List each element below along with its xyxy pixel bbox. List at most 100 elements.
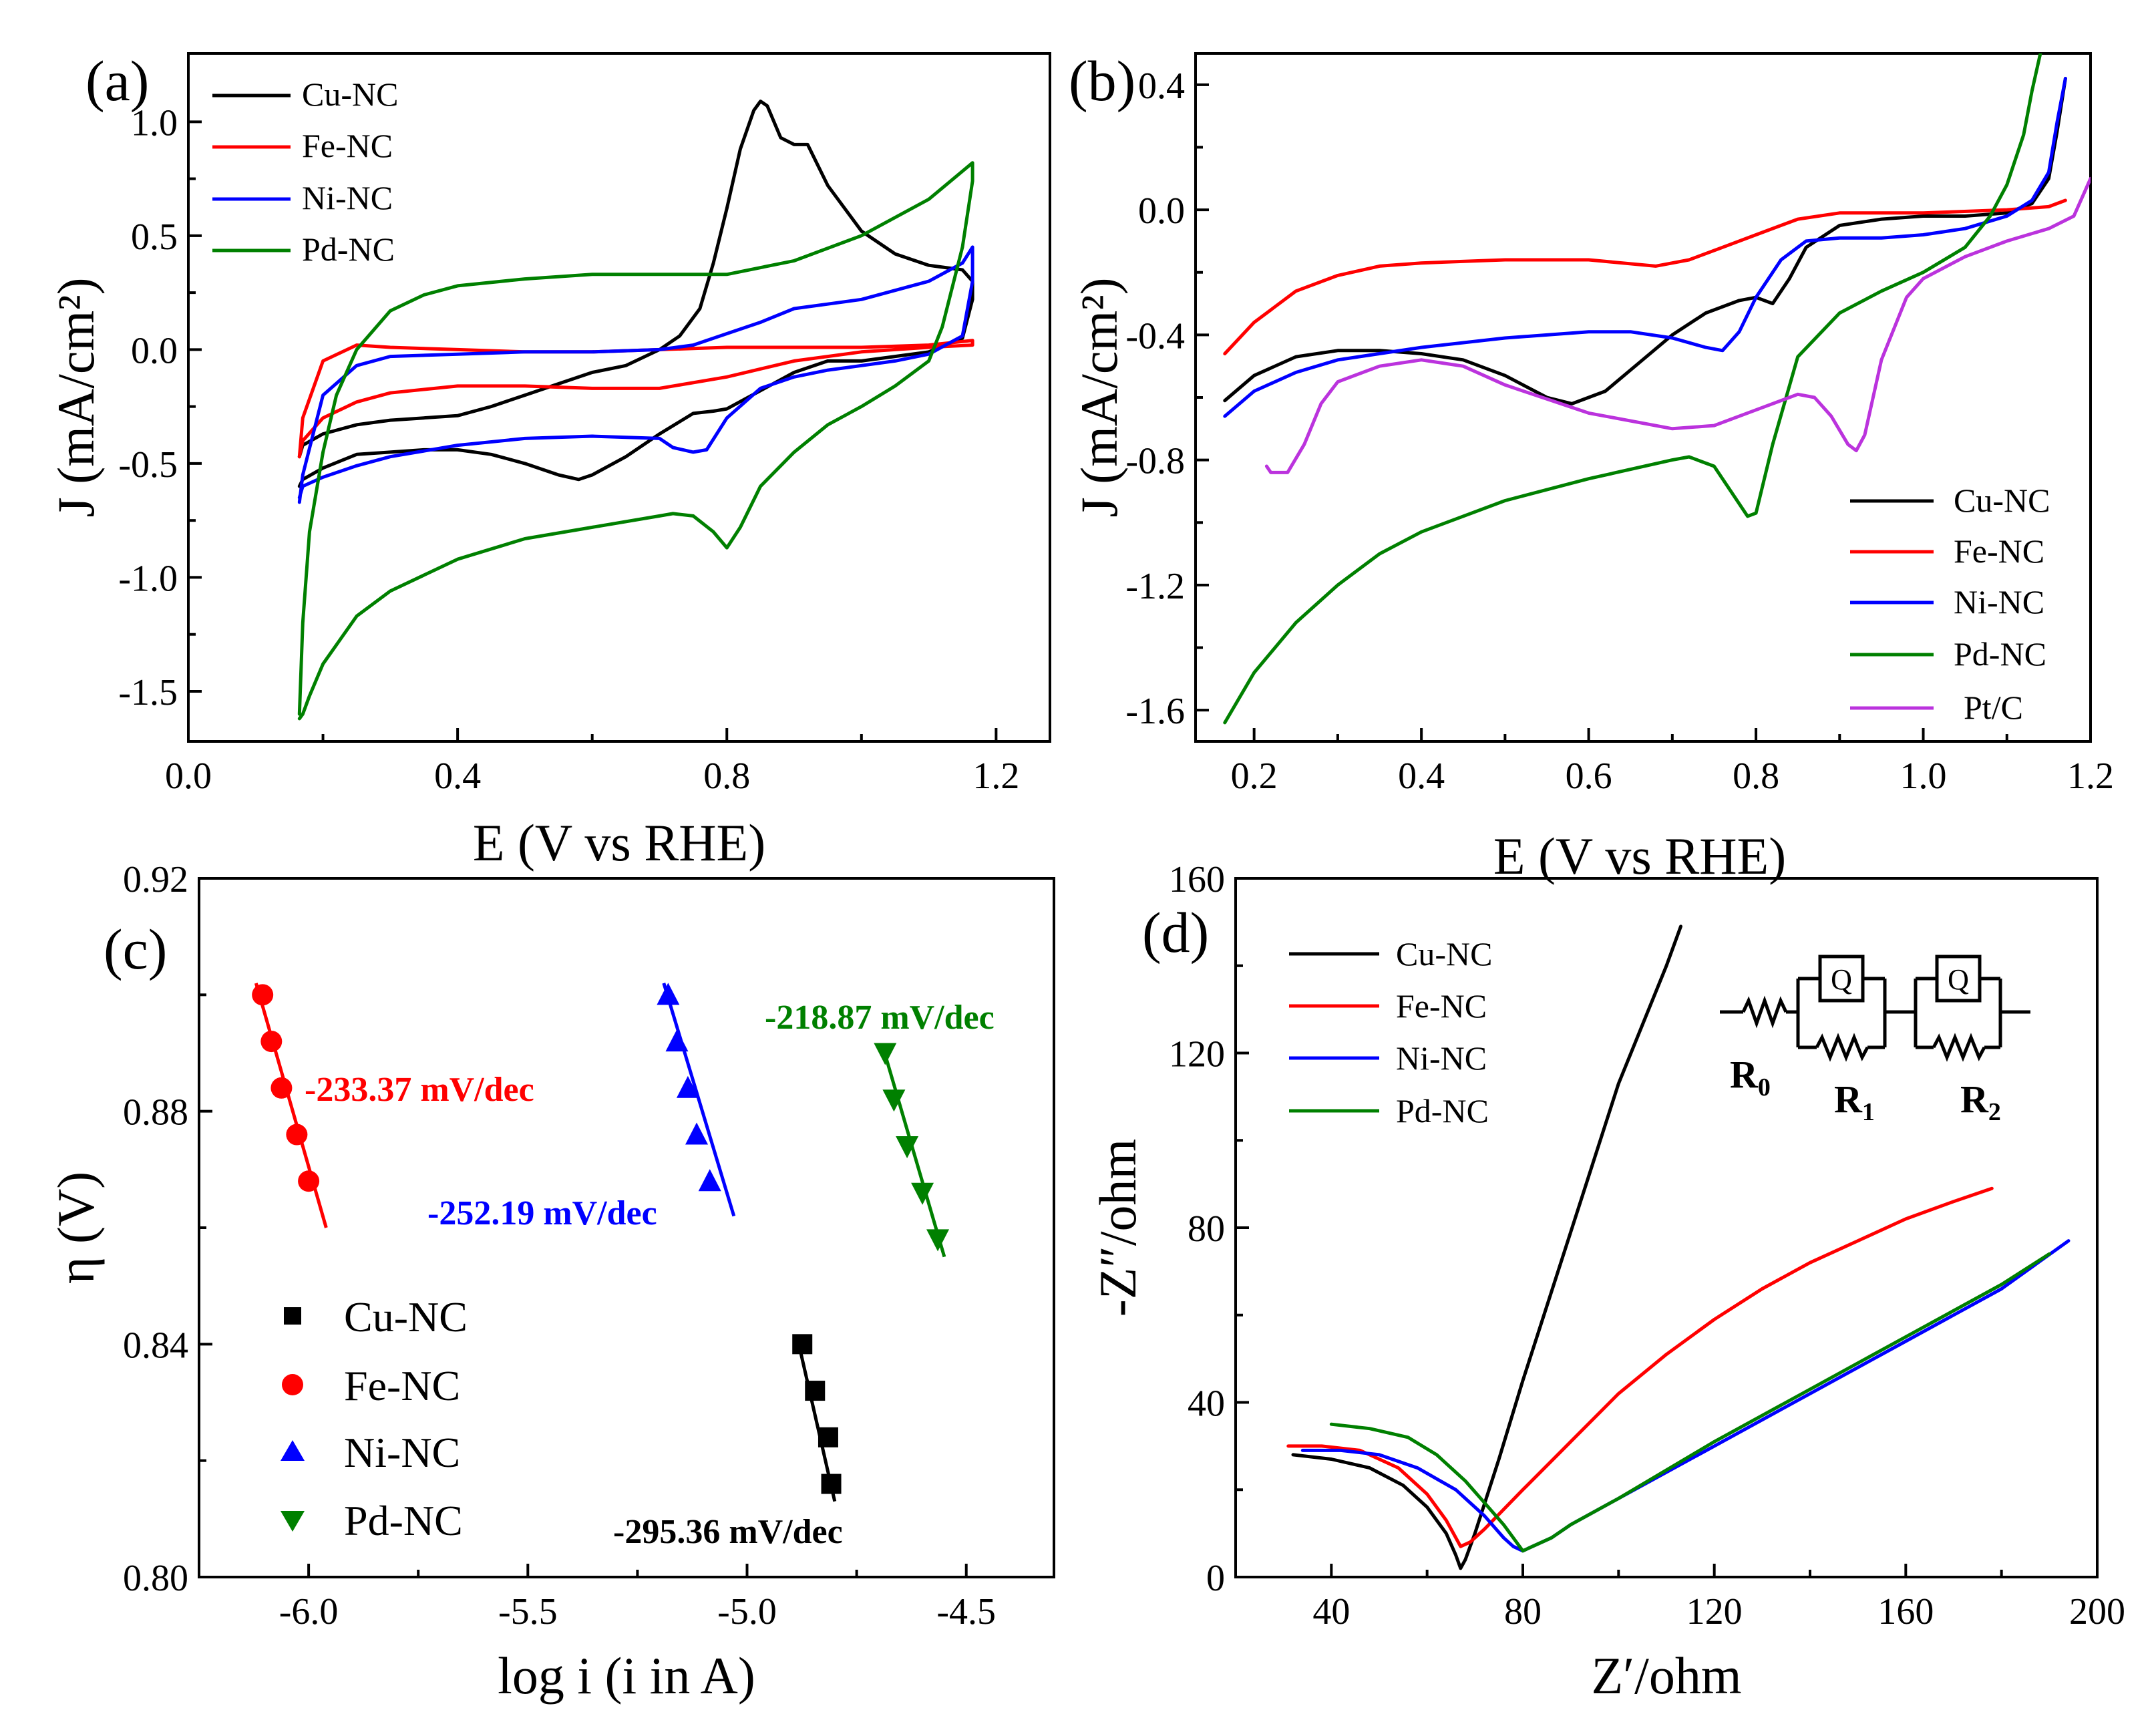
point-ni-nc — [685, 1122, 709, 1145]
panel-c-legend: Cu-NC Fe-NC Ni-NC Pd-NC — [281, 1293, 468, 1544]
resistor-r0 — [1741, 995, 1788, 1029]
point-ni-nc — [665, 1029, 689, 1052]
legend-b-ni: Ni-NC — [1954, 583, 2044, 621]
legend-c-pd: Pd-NC — [344, 1497, 463, 1544]
panel-d-legend: Cu-NC Fe-NC Ni-NC Pd-NC — [1289, 935, 1492, 1130]
point-pd-nc — [911, 1182, 934, 1205]
panel-d-ticks: 40 80 120 160 200 0 40 80 120 160 — [1169, 859, 2125, 1632]
annot-fe-slope: -233.37 mV/dec — [305, 1071, 534, 1109]
panel-b-series — [1223, 53, 2091, 725]
point-ni-nc — [698, 1169, 721, 1192]
annot-ni-slope: -252.19 mV/dec — [427, 1194, 657, 1232]
series-ni-nc — [1300, 1239, 2071, 1553]
panel-c-ytick-label: 0.92 — [123, 859, 188, 900]
series-pd-nc — [1223, 53, 2042, 725]
legend-a-cu: Cu-NC — [302, 75, 398, 113]
legend-b-fe: Fe-NC — [1954, 532, 2044, 570]
legend-a-ni: Ni-NC — [302, 179, 393, 216]
resistor-r1 — [1815, 1033, 1869, 1062]
legend-a-pd: Pd-NC — [302, 230, 395, 268]
panel-c-ylabel: η (V) — [47, 1172, 105, 1284]
panel-c-ytick-label: 0.88 — [123, 1092, 188, 1134]
panel-b-xtick-label: 0.8 — [1733, 755, 1779, 797]
panel-b-ytick-label: -1.6 — [1125, 691, 1185, 732]
point-pd-nc — [926, 1229, 950, 1252]
panel-d-xtick-label: 160 — [1877, 1591, 1934, 1632]
circuit-q2-label: Q — [1948, 963, 1969, 996]
panel-d-ytick-label: 40 — [1188, 1383, 1225, 1425]
point-ni-nc — [676, 1075, 699, 1098]
panel-d-ytick-label: 120 — [1169, 1034, 1225, 1075]
panel-a-ytick-label: 0.5 — [131, 216, 178, 258]
panel-c-xlabel: log i (i in A) — [498, 1647, 755, 1705]
panel-c-ytick-label: 0.84 — [123, 1325, 188, 1366]
panel-d-ytick-label: 0 — [1206, 1558, 1225, 1599]
legend-c-ni: Ni-NC — [344, 1429, 460, 1476]
panel-c-series — [252, 983, 950, 1502]
panel-d-xtick-label: 40 — [1312, 1591, 1350, 1632]
series-fe-nc — [1286, 1186, 1994, 1548]
panel-d: 40 80 120 160 200 0 40 80 120 160 (d) Z′/ohm -Z″/… — [1089, 859, 2125, 1705]
legend-b-cu: Cu-NC — [1954, 482, 2050, 519]
panel-a-xlabel: E (V vs RHE) — [473, 814, 765, 872]
panel-a-ytick-label: 0.0 — [131, 330, 178, 371]
panel-b-label: (b) — [1069, 49, 1135, 113]
legend-b-pt: Pt/C — [1964, 689, 2023, 726]
panel-b-xtick-label: 0.6 — [1566, 755, 1612, 797]
point-cu-nc — [792, 1334, 813, 1355]
series-pt-c — [1264, 176, 2091, 474]
panel-c-xtick-label: -5.0 — [717, 1591, 777, 1632]
legend-c-marker-pd — [281, 1511, 305, 1532]
equivalent-circuit — [1720, 955, 2030, 1062]
panel-d-xlabel: Z′/ohm — [1591, 1647, 1741, 1705]
point-ni-nc — [657, 983, 680, 1005]
panel-a-ytick-label: -0.5 — [118, 444, 178, 486]
panel-b-xtick-label: 1.0 — [1900, 755, 1947, 797]
panel-d-xtick-label: 200 — [2069, 1591, 2125, 1632]
panel-a-frame — [187, 52, 1051, 743]
legend-b-pd: Pd-NC — [1954, 635, 2046, 673]
point-cu-nc — [805, 1381, 826, 1401]
fit-line-ni-nc — [662, 983, 736, 1217]
panel-a-ytick-label: -1.0 — [118, 558, 178, 599]
point-pd-nc — [874, 1043, 897, 1065]
panel-c-xtick-label: -5.5 — [498, 1591, 558, 1632]
series-cu-nc — [1223, 77, 2067, 405]
panel-b-xtick-label: 0.4 — [1398, 755, 1445, 797]
point-pd-nc — [896, 1136, 919, 1158]
series-fe-nc — [297, 339, 974, 459]
panel-d-label: (d) — [1142, 900, 1209, 965]
legend-c-fe: Fe-NC — [344, 1362, 460, 1409]
point-fe-nc — [286, 1124, 308, 1146]
panel-b-ytick-label: 0.4 — [1138, 65, 1185, 107]
series-pd-nc — [1329, 1252, 2051, 1553]
panel-b-ytick-label: -1.2 — [1125, 566, 1185, 607]
panel-b-legend: Cu-NC Fe-NC Ni-NC Pd-NC Pt/C — [1850, 482, 2050, 726]
resistor-r2 — [1932, 1033, 1986, 1062]
panel-b-ytick-label: -0.8 — [1125, 441, 1185, 482]
point-fe-nc — [252, 984, 274, 1006]
legend-d-pd: Pd-NC — [1396, 1092, 1489, 1130]
point-fe-nc — [298, 1170, 320, 1192]
series-ni-nc — [297, 245, 974, 504]
panel-c-ticks: -6.0 -5.5 -5.0 -4.5 0.80 0.84 0.88 0.92 — [123, 859, 996, 1632]
panel-c-label: (c) — [104, 917, 167, 981]
panel-a-ytick-label: -1.5 — [118, 672, 178, 713]
panel-d-xtick-label: 80 — [1504, 1591, 1542, 1632]
series-cu-nc — [297, 100, 974, 488]
legend-c-marker-cu — [284, 1307, 301, 1325]
legend-d-fe: Fe-NC — [1396, 987, 1487, 1025]
legend-a-fe: Fe-NC — [302, 127, 393, 164]
panel-a-ylabel: J (mA/cm²) — [47, 277, 105, 517]
point-cu-nc — [821, 1474, 842, 1494]
panel-d-ytick-label: 160 — [1169, 859, 1225, 900]
legend-c-marker-ni — [281, 1440, 305, 1461]
circuit-r1-label: R1 — [1834, 1077, 1875, 1126]
panel-a-xtick-label: 1.2 — [972, 755, 1019, 797]
annot-pd-slope: -218.87 mV/dec — [765, 999, 995, 1037]
panel-a-xtick-label: 0.8 — [703, 755, 750, 797]
series-fe-nc — [1223, 198, 2067, 355]
panel-b-xlabel: E (V vs RHE) — [1493, 827, 1786, 885]
circuit-r0-label: R0 — [1730, 1053, 1771, 1101]
